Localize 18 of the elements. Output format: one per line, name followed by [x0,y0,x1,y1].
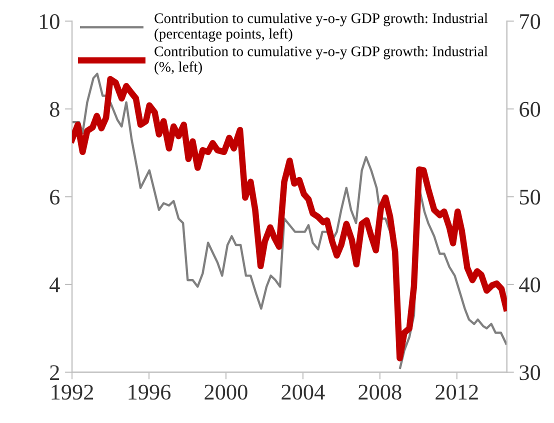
legend-label: Contribution to cumulative y-o-y GDP growth: Industrial (%, left) [154,46,488,75]
y2-tick-label: 60 [520,102,540,117]
y2-tick-label: 40 [519,277,540,292]
y2-tick-label: 70 [520,14,540,30]
y-tick-label: 4 [50,278,60,292]
y-tick-label: 2 [50,365,59,380]
legend-label: Contribution to cumulative y-o-y GDP growth: Industrial (percentage points, left) [154,12,488,42]
x-tick-label: 2004 [282,384,325,400]
x-tick-label: 2000 [204,384,248,400]
x-tick-label: 1992 [52,384,94,400]
x-tick-label: 2008 [358,384,402,400]
y2-tick-label: 50 [520,190,540,205]
y-tick-label: 6 [50,190,60,205]
y-tick-label: 8 [50,102,60,117]
y-tick-label: 10 [40,14,60,30]
x-tick-label: 1996 [128,384,171,400]
y2-tick-label: 30 [520,365,540,380]
x-tick-label: 2012 [436,384,478,400]
